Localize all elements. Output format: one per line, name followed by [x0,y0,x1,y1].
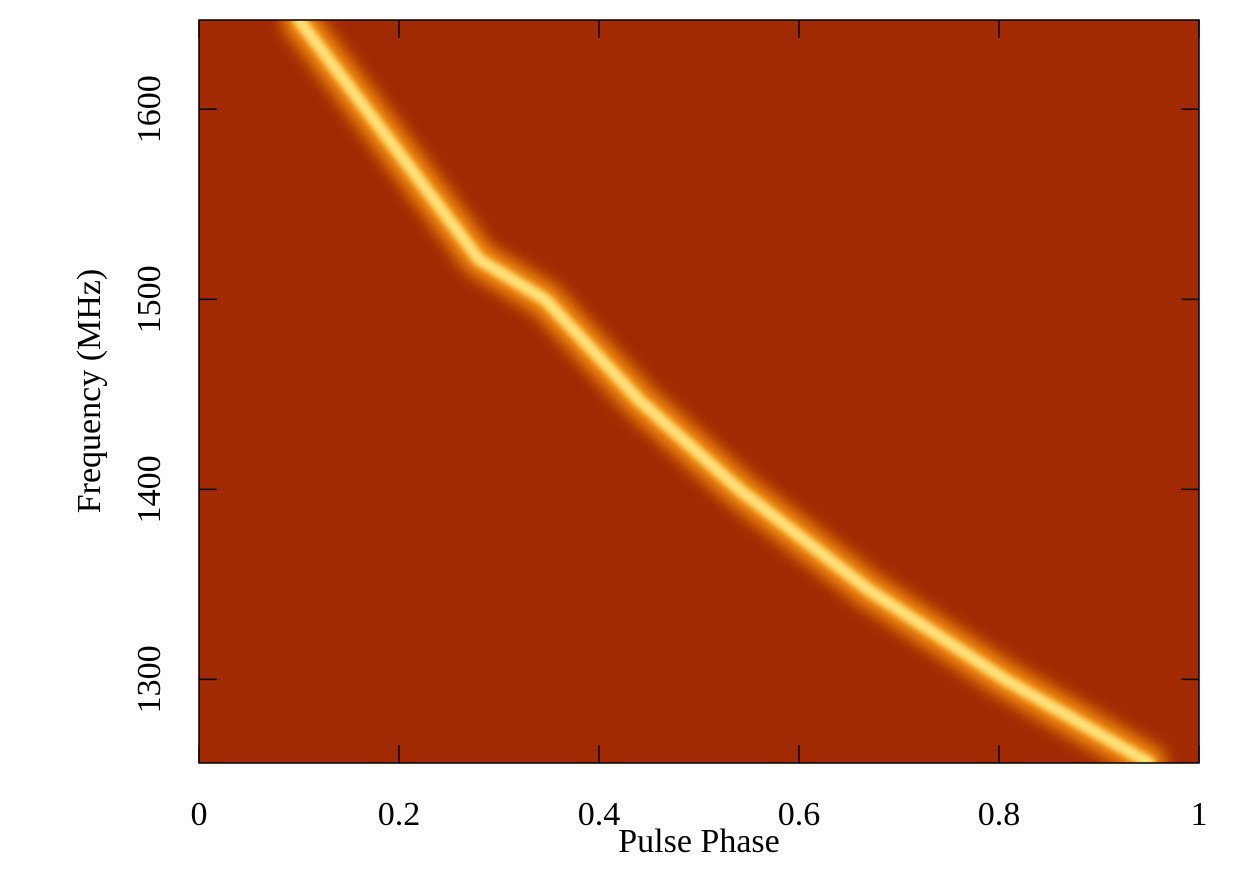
y-tick-label: 1600 [131,75,168,143]
x-tick-label: 1 [1191,796,1208,833]
x-tick-label: 0.2 [378,796,421,833]
y-tick-label: 1400 [131,455,168,523]
x-tick-label: 0.6 [778,796,821,833]
x-tick-label: 0 [191,796,208,833]
y-tick-label: 1500 [131,265,168,333]
x-tick-label: 0.4 [578,796,621,833]
y-axis-label: Frequency (MHz) [71,269,108,514]
y-tick-label: 1300 [131,645,168,713]
x-tick-label: 0.8 [978,796,1021,833]
plot-frame [198,19,1200,764]
plot-area [282,20,1166,763]
line-core [293,20,1155,763]
x-axis-label: Pulse Phase [618,823,780,860]
plot-background [199,20,1199,763]
